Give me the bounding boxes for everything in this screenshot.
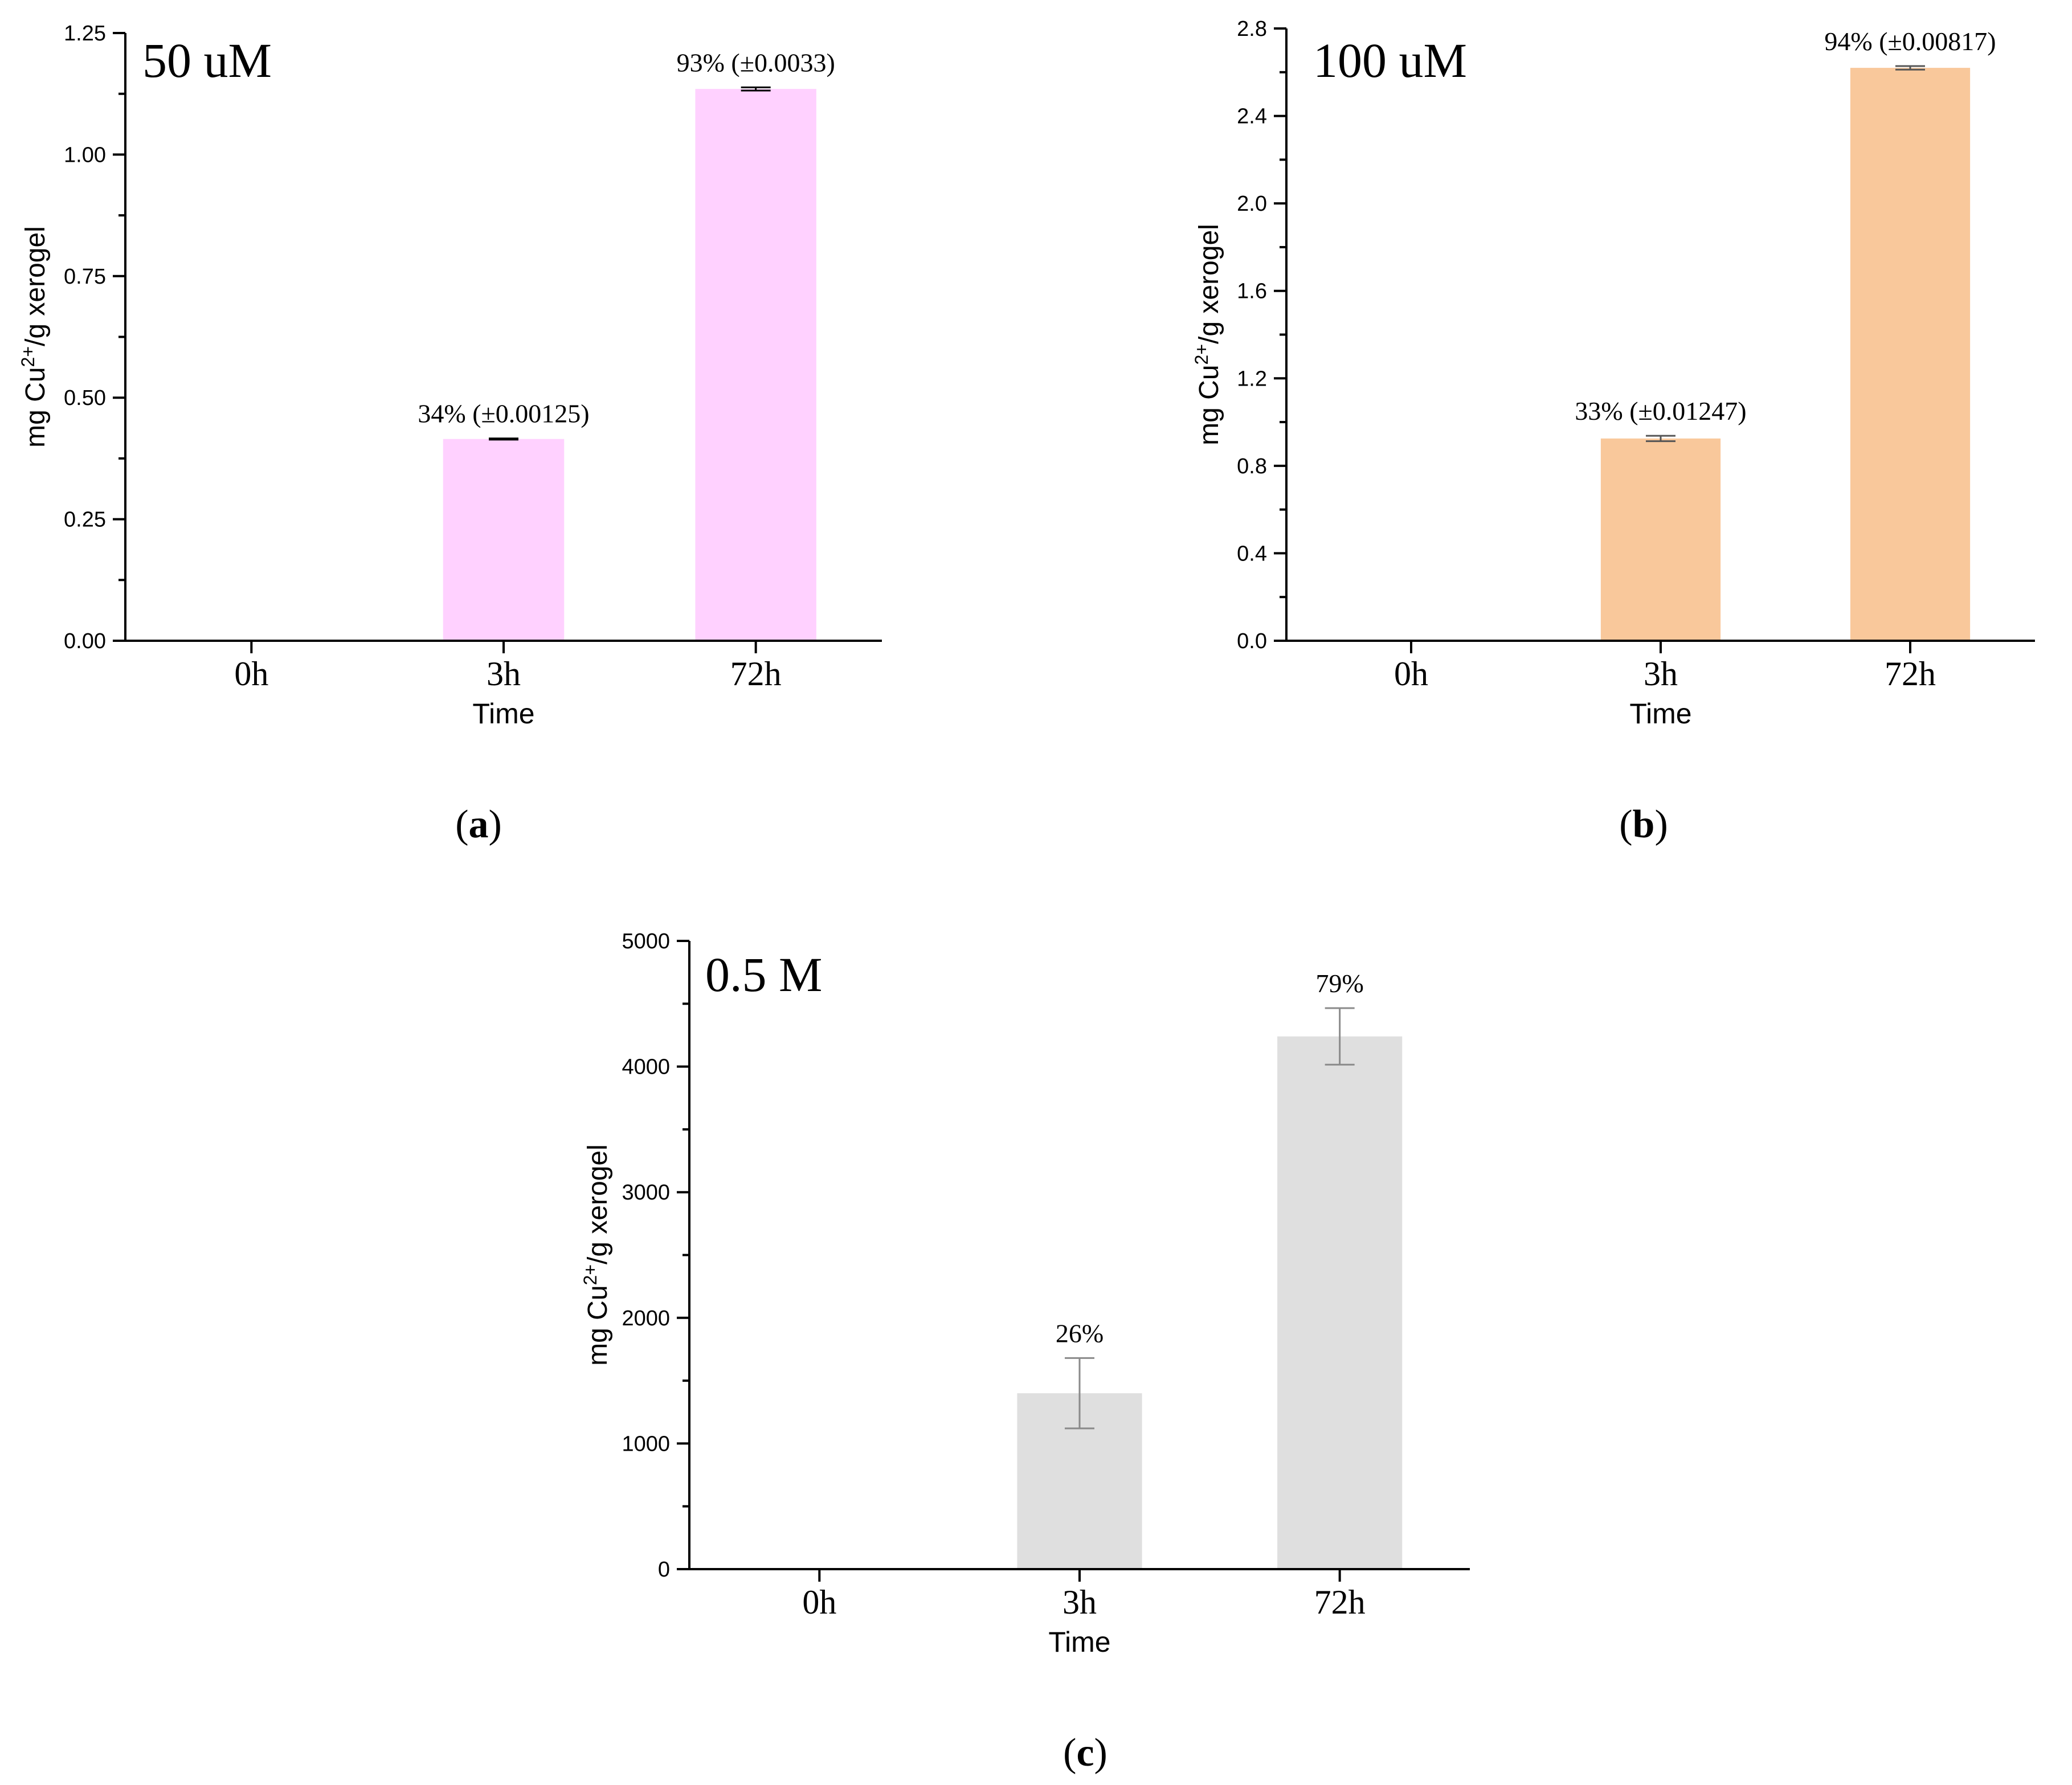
x-tick-label-72h: 72h [1314,1583,1366,1621]
x-tick-label-0h: 0h [802,1583,836,1621]
x-axis-title: Time [1048,1626,1110,1658]
y-tick-label: 2000 [622,1307,670,1330]
panel-label: (a) [455,803,502,846]
y-tick-label: 0.25 [64,508,106,532]
y-tick-label: 3000 [622,1181,670,1205]
bar-72h [1277,1036,1403,1569]
y-tick-label: 1.00 [64,143,106,167]
x-tick-label-72h: 72h [1885,655,1936,693]
y-tick-label: 1.25 [64,22,106,46]
y-axis-title: mg Cu2+/g xerogel [18,226,51,448]
bar-72h [695,89,816,641]
y-tick-label: 1.6 [1237,280,1267,304]
chart-panel-b: 0h 33% (±0.01247) 3h 94% (±0.00817) 72h 0.0 0.… [1191,17,2035,846]
x-tick-label-3h: 3h [487,655,521,693]
data-label-3h: 33% (±0.01247) [1575,396,1746,425]
data-label-3h: 26% [1056,1319,1104,1348]
chart-panel-a: 0h 34% (±0.00125) 3h 93% (±0.0033) 72h 0.00 0.… [18,22,882,846]
x-tick-label-3h: 3h [1644,655,1678,693]
y-tick-label: 2.8 [1237,17,1267,41]
y-axis-title: mg Cu2+/g xerogel [1191,224,1224,445]
y-tick-label: 0.75 [64,265,106,289]
y-tick-label: 0.0 [1237,629,1267,653]
y-tick-label: 0 [658,1558,670,1582]
panel-label: (b) [1619,803,1668,846]
data-label-3h: 34% (±0.00125) [418,399,589,428]
y-axis-title: mg Cu2+/g xerogel [580,1144,613,1366]
bar-3h [1600,438,1721,641]
x-axis-title: Time [472,698,534,730]
y-tick-label: 0.00 [64,629,106,653]
x-tick-label-72h: 72h [730,655,782,693]
panel-label: (c) [1063,1731,1107,1775]
y-tick-label: 1000 [622,1432,670,1456]
x-tick-label-3h: 3h [1062,1583,1097,1621]
concentration-label: 50 uM [142,33,272,88]
bar-3h [443,439,565,641]
y-tick-label: 2.4 [1237,105,1267,129]
y-tick-label: 2.0 [1237,192,1267,216]
bar-72h [1850,68,1971,641]
x-tick-label-0h: 0h [234,655,268,693]
y-tick-label: 0.8 [1237,455,1267,478]
y-tick-label: 0.50 [64,386,106,410]
y-tick-label: 4000 [622,1055,670,1079]
x-axis-title: Time [1629,698,1691,730]
y-tick-label: 5000 [622,930,670,953]
data-label-72h: 79% [1316,969,1364,998]
concentration-label: 0.5 M [705,947,822,1002]
chart-panel-c: 0h 26% 3h 79% 72h 0 1000 2000 3000 4000 5000 Time mg… [580,930,1470,1775]
y-tick-label: 1.2 [1237,367,1267,391]
x-tick-label-0h: 0h [1394,655,1428,693]
concentration-label: 100 uM [1313,33,1467,88]
y-tick-label: 0.4 [1237,542,1267,566]
data-label-72h: 94% (±0.00817) [1824,27,1996,56]
data-label-72h: 93% (±0.0033) [677,48,835,77]
